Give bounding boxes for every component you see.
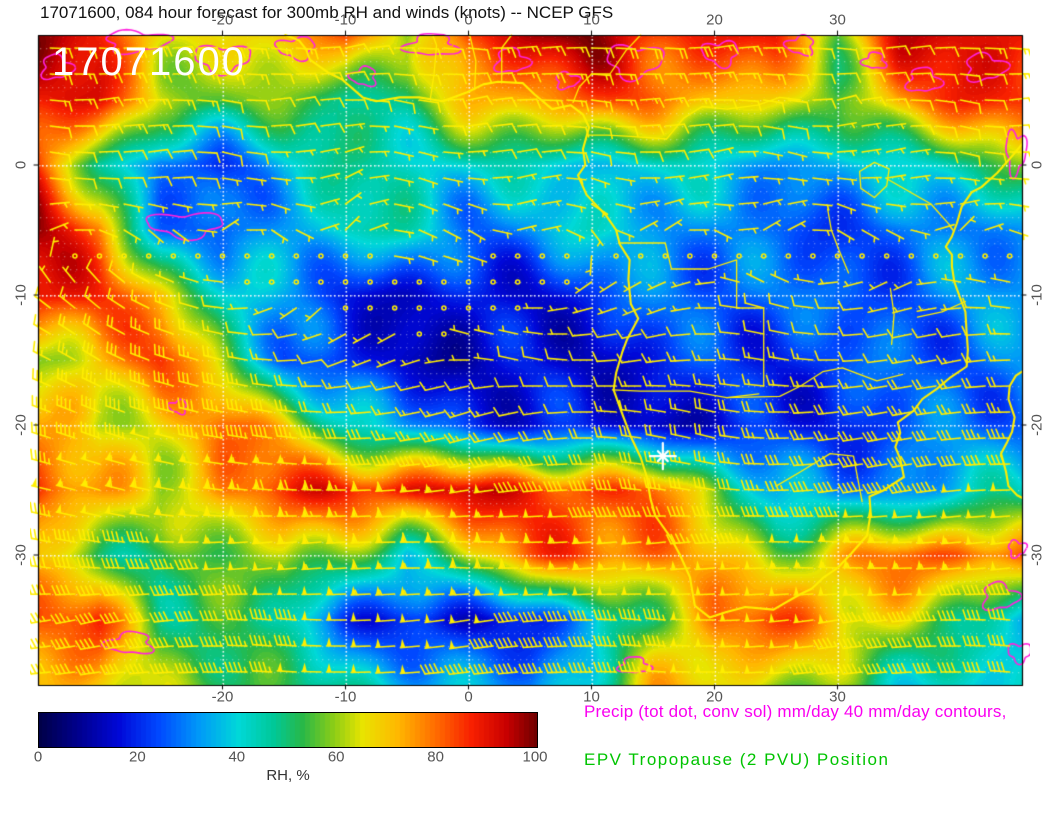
lat-tick-label-right: -30: [1028, 544, 1046, 566]
lon-tick-label-top: -10: [334, 11, 357, 29]
colorbar-tick-label: 100: [522, 748, 548, 766]
colorbar-tick-label: 20: [129, 748, 146, 766]
lon-tick-label-top: -20: [211, 11, 234, 29]
lat-tick-label-right: -10: [1028, 284, 1046, 306]
legend-epv: EPV Tropopause (2 PVU) Position: [584, 750, 890, 769]
lon-tick-label-top: 0: [464, 11, 473, 29]
colorbar-gradient: [38, 712, 538, 748]
lon-tick-label-bottom: 20: [706, 688, 723, 706]
map-canvas: [30, 27, 1030, 693]
lat-tick-label-left: -30: [12, 544, 30, 566]
lon-tick-label-bottom: -20: [211, 688, 234, 706]
colorbar-tick-label: 40: [228, 748, 246, 766]
lat-tick-label-right: -20: [1028, 414, 1046, 436]
lon-tick-label-bottom: -10: [334, 688, 357, 706]
lon-tick-label-bottom: 0: [464, 688, 473, 706]
colorbar-label: RH, %: [266, 767, 310, 784]
lat-tick-label-left: 0: [12, 160, 30, 170]
map-timestamp-label: 17071600: [52, 40, 246, 84]
lon-tick-label-top: 30: [829, 11, 846, 29]
colorbar-tick-label: 60: [327, 748, 345, 766]
figure-title: 17071600, 084 hour forecast for 300mb RH…: [40, 3, 614, 22]
lon-tick-label-top: 10: [583, 11, 600, 29]
lon-tick-label-top: 20: [706, 11, 723, 29]
legend-precip: Precip (tot dot, conv sol) mm/day 40 mm/…: [584, 702, 1007, 721]
colorbar-tick-label: 0: [33, 748, 43, 766]
lat-tick-label-left: -10: [12, 284, 30, 306]
lon-tick-label-bottom: 30: [829, 688, 846, 706]
lon-tick-label-bottom: 10: [583, 688, 600, 706]
lat-tick-label-right: 0: [1028, 160, 1046, 170]
colorbar-tick-label: 80: [427, 748, 444, 766]
lat-tick-label-left: -20: [12, 414, 30, 436]
